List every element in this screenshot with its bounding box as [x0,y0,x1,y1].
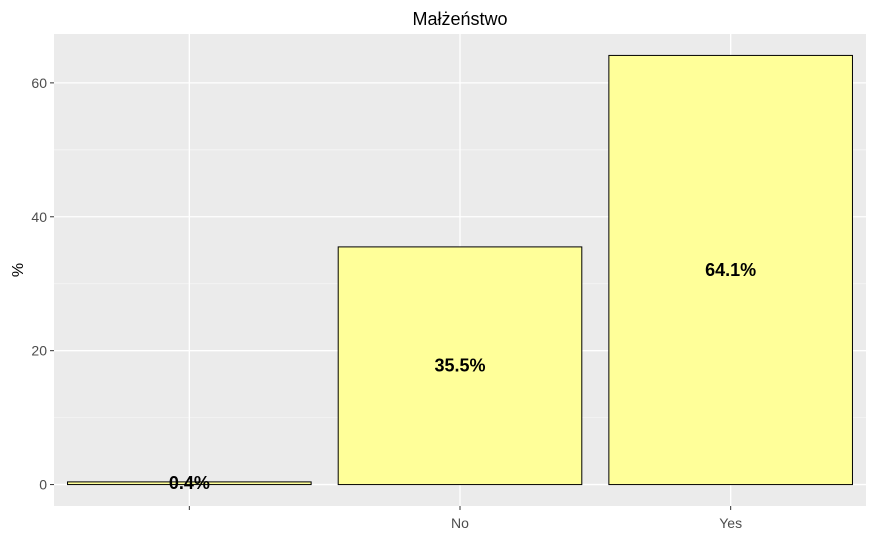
bar [337,246,583,486]
bar-value-label: 0.4% [169,473,210,493]
y-tick-label: 0 [39,477,47,493]
x-axis: No Yes [188,506,742,531]
bars [67,54,853,486]
y-tick-label: 60 [31,75,47,91]
y-tick-label: 20 [31,343,47,359]
bar-labels: 0.4% 35.5% 64.1% [169,260,756,493]
bar-value-label: 35.5% [434,356,485,376]
x-tick-label: Yes [719,515,742,531]
y-axis-title: % [10,263,27,277]
bar [67,481,312,486]
x-tick-label: No [451,515,469,531]
bar-value-label: 64.1% [705,260,756,280]
y-tick-label: 40 [31,209,47,225]
y-axis: 0 20 40 60 [31,75,54,493]
bar [608,54,853,486]
chart-title: Małżeństwo [412,9,507,29]
